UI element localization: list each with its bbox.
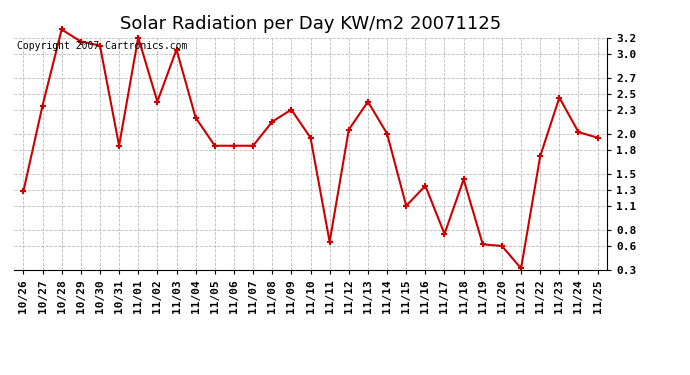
Text: Copyright 2007 Cartronics.com: Copyright 2007 Cartronics.com [17,41,187,51]
Title: Solar Radiation per Day KW/m2 20071125: Solar Radiation per Day KW/m2 20071125 [120,15,501,33]
